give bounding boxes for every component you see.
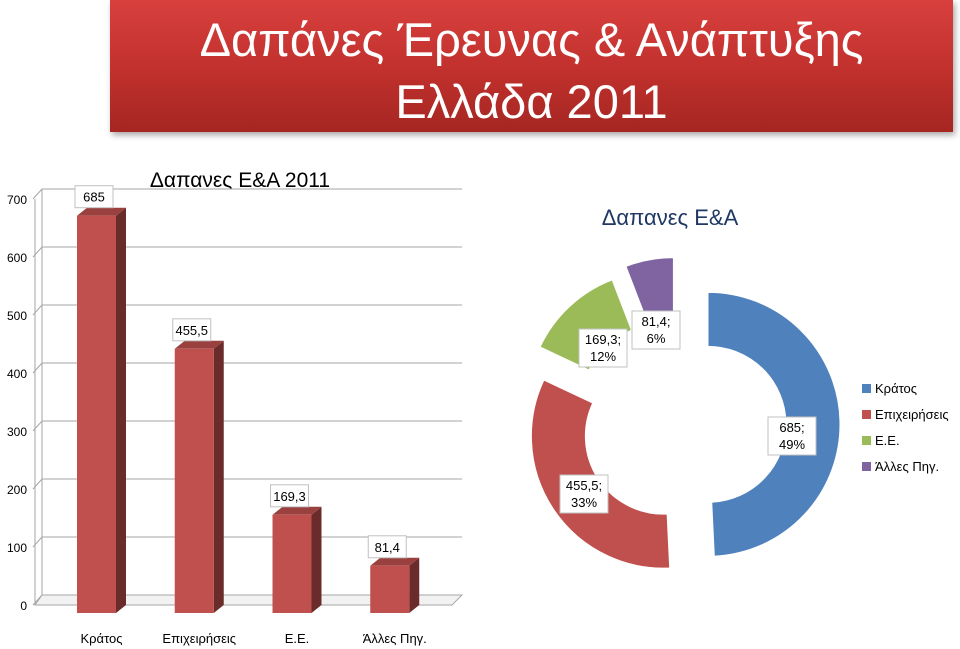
donut-data-label-box [767,416,817,456]
bar-top [174,340,224,349]
legend-label: Ε.Ε. [875,433,900,448]
title-banner: Δαπάνες Έρευνας & Ανάπτυξης Ελλάδα 2011 [110,0,953,132]
bar [272,514,312,613]
y-tick-label: 500 [7,309,27,323]
legend-swatch [862,384,871,393]
data-label: 455,5 [175,323,208,338]
donut-legend: Κράτος Επιχειρήσεις Ε.Ε. Άλλες Πηγ. [862,381,949,474]
donut-slice [530,379,671,569]
legend-label: Επιχειρήσεις [875,407,949,422]
x-tick-label: Ε.Ε. [285,631,310,646]
bar-chart-title: Δαπανες Ε&Α 2011 [149,169,331,192]
donut-data-label: 12% [590,349,616,364]
y-tick-label: 200 [7,483,27,497]
y-tick-label: 0 [20,599,27,613]
data-label: 685 [83,190,105,205]
bar [174,348,214,613]
legend-label: Άλλες Πηγ. [875,459,939,474]
bar-top [370,557,420,566]
donut-data-label-box [631,310,681,350]
data-label-box [270,484,309,508]
donut-data-label: 685; [779,420,804,435]
x-tick-label: Επιχειρήσεις [162,631,236,646]
donut-data-label: 49% [779,437,805,452]
y-tick-label: 400 [7,367,27,381]
bar-plot-area: 0 100 200 300 400 500 600 700 [7,188,464,613]
y-tick-label: 300 [7,425,27,439]
legend-label: Κράτος [875,381,917,396]
bar [370,565,410,613]
banner-title-line-1: Δαπάνες Έρευνας & Ανάπτυξης [199,13,864,66]
bar-side [213,340,224,613]
y-tick-label: 600 [7,251,27,265]
data-label-box [367,535,407,559]
gridline-side [32,188,43,200]
donut-data-label: 6% [647,331,666,346]
bar-top [77,207,126,216]
x-tick-label: Κράτος [80,631,122,646]
donut-data-label: 33% [571,495,597,510]
banner-title-line-2: Ελλάδα 2011 [395,75,668,128]
legend-swatch [862,436,871,445]
data-label-box [74,185,114,209]
y-tick-label: 700 [7,193,27,207]
bar [77,215,116,613]
donut-slice [625,257,674,318]
x-tick-label: Άλλες Πηγ. [363,631,427,646]
bar-side [116,207,126,613]
donut-data-label-box [559,474,609,514]
data-label-box [172,318,212,342]
donut-data-label-box [578,328,628,368]
legend-swatch [862,462,871,471]
data-label: 81,4 [375,540,400,555]
donut-slice [707,291,841,557]
data-label: 169,3 [273,489,306,504]
legend-swatch [862,410,871,419]
bar-side [311,506,322,613]
bar-top [272,506,322,515]
donut-data-label: 169,3; [585,332,621,347]
donut-data-label: 81,4; [642,314,671,329]
y-tick-label: 100 [7,541,27,555]
bar-side [409,557,420,613]
donut-chart-title: Δαπανες Ε&Α [601,205,739,230]
donut-data-label: 455,5; [566,478,602,493]
bar-back-wall [42,189,462,595]
